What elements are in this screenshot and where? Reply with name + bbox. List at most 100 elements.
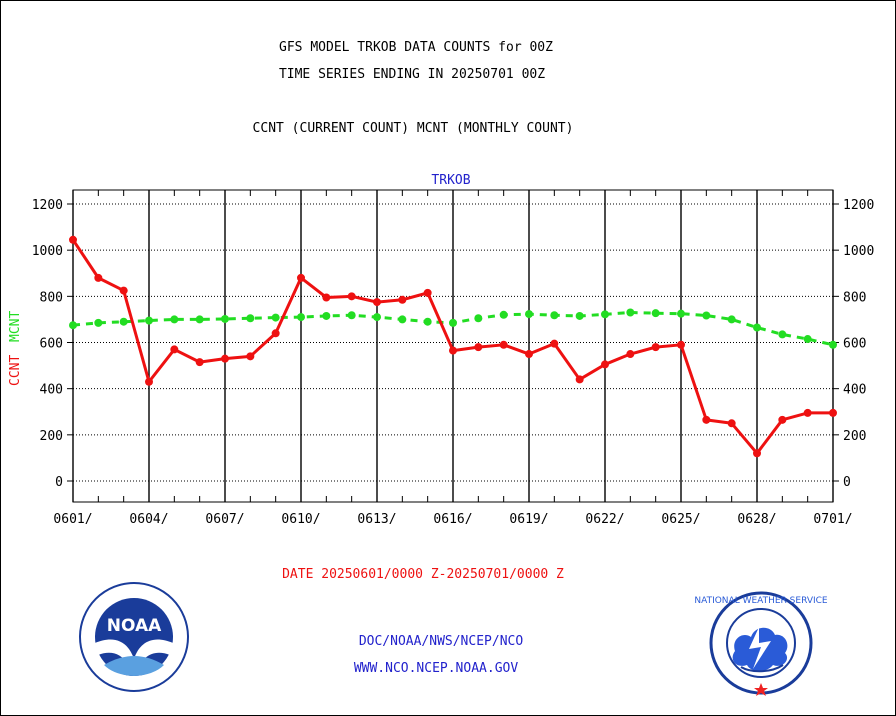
panel-label: TRKOB: [431, 173, 470, 188]
data-point-mcnt: [398, 315, 407, 324]
data-point-mcnt: [702, 311, 711, 320]
y-tick-label-right: 0: [843, 475, 851, 490]
data-point-mcnt: [651, 309, 660, 318]
data-point-ccnt: [94, 273, 103, 282]
data-point-ccnt: [525, 350, 533, 359]
noaa-logo: NOAA: [79, 582, 189, 692]
chart-subtitle: CCNT (CURRENT COUNT) MCNT (MONTHLY COUNT…: [253, 121, 574, 136]
x-tick-label: 0601/: [53, 512, 92, 527]
data-point-mcnt: [347, 311, 356, 320]
data-point-mcnt: [626, 308, 635, 317]
data-point-ccnt: [651, 343, 660, 352]
data-point-mcnt: [423, 317, 432, 326]
data-point-ccnt: [829, 408, 837, 417]
y-axis-label-ccnt: CCNT: [8, 355, 23, 386]
data-point-mcnt: [195, 315, 204, 324]
axis-layer: 0 0 200 200 400 400 600 600 800 800 1000 1000 1200 12…: [32, 189, 874, 527]
x-tick-label: 0610/: [281, 512, 320, 527]
data-point-ccnt: [246, 352, 255, 361]
y-tick-label-right: 200: [843, 429, 866, 444]
chart-title-line2: TIME SERIES ENDING IN 20250701 00Z: [279, 67, 545, 82]
data-point-ccnt: [753, 449, 761, 458]
data-point-ccnt: [373, 298, 381, 307]
data-point-mcnt: [727, 315, 736, 324]
y-axis-label-mcnt: MCNT: [8, 311, 23, 342]
data-point-mcnt: [297, 313, 305, 322]
data-point-mcnt: [322, 311, 331, 320]
data-point-mcnt: [246, 314, 255, 323]
data-point-mcnt: [499, 310, 508, 319]
data-point-ccnt: [221, 354, 229, 363]
data-point-mcnt: [170, 315, 179, 324]
org-path-label: DOC/NOAA/NWS/NCEP/NCO: [359, 634, 524, 649]
y-tick-label-left: 800: [40, 290, 63, 305]
nws-logo: NATIONAL WEATHER SERVICE: [694, 591, 828, 696]
data-point-mcnt: [221, 314, 229, 323]
data-point-mcnt: [677, 309, 685, 318]
data-point-mcnt: [449, 318, 457, 327]
data-point-ccnt: [727, 419, 736, 428]
y-tick-label-left: 1000: [32, 244, 63, 259]
y-tick-label-right: 600: [843, 337, 866, 352]
y-tick-label-right: 1200: [843, 198, 874, 213]
data-point-ccnt: [626, 350, 635, 359]
data-point-mcnt: [575, 311, 584, 320]
data-point-ccnt: [499, 340, 508, 349]
data-point-ccnt: [550, 339, 559, 348]
data-point-ccnt: [297, 273, 305, 282]
data-point-ccnt: [322, 293, 331, 302]
data-point-mcnt: [803, 335, 812, 344]
data-point-mcnt: [601, 310, 609, 319]
y-tick-label-right: 1000: [843, 244, 874, 259]
data-point-ccnt: [778, 415, 787, 424]
series-layer: [69, 235, 837, 458]
data-point-mcnt: [271, 313, 280, 322]
x-tick-label: 0701/: [813, 512, 852, 527]
data-point-mcnt: [69, 321, 77, 330]
data-point-mcnt: [474, 314, 483, 323]
data-point-ccnt: [803, 408, 812, 417]
data-point-ccnt: [449, 346, 457, 355]
x-tick-label: 0604/: [129, 512, 168, 527]
data-point-ccnt: [575, 375, 584, 384]
nws-logo-text: NATIONAL WEATHER SERVICE: [694, 596, 828, 606]
y-tick-label-right: 800: [843, 290, 866, 305]
x-tick-label: 0613/: [357, 512, 396, 527]
data-point-mcnt: [525, 310, 533, 319]
y-tick-label-left: 0: [55, 475, 63, 490]
data-point-mcnt: [778, 330, 787, 339]
y-tick-label-left: 400: [40, 383, 63, 398]
data-point-mcnt: [145, 316, 153, 325]
x-tick-label: 0628/: [737, 512, 776, 527]
x-tick-label: 0622/: [585, 512, 624, 527]
x-tick-label: 0616/: [433, 512, 472, 527]
website-link[interactable]: WWW.NCO.NCEP.NOAA.GOV: [354, 661, 519, 676]
y-tick-label-left: 1200: [32, 198, 63, 213]
data-point-ccnt: [69, 235, 77, 244]
noaa-logo-text: NOAA: [107, 616, 162, 636]
x-tick-label: 0625/: [661, 512, 700, 527]
data-point-ccnt: [271, 329, 280, 338]
data-point-mcnt: [550, 311, 559, 320]
data-point-mcnt: [373, 313, 381, 322]
data-point-ccnt: [423, 288, 432, 297]
data-point-ccnt: [702, 415, 711, 424]
data-point-mcnt: [94, 318, 103, 327]
chart-title-line1: GFS MODEL TRKOB DATA COUNTS for 00Z: [279, 40, 553, 55]
data-point-mcnt: [119, 317, 128, 326]
data-point-ccnt: [474, 343, 483, 352]
data-point-ccnt: [145, 377, 153, 386]
x-tick-label: 0607/: [205, 512, 244, 527]
data-point-ccnt: [398, 295, 407, 304]
data-point-ccnt: [677, 340, 685, 349]
data-point-ccnt: [601, 360, 609, 369]
data-point-ccnt: [119, 286, 128, 295]
y-tick-label-right: 400: [843, 383, 866, 398]
data-point-ccnt: [195, 358, 204, 367]
y-tick-label-left: 600: [40, 337, 63, 352]
date-range-label: DATE 20250601/0000 Z-20250701/0000 Z: [282, 567, 564, 582]
x-tick-label: 0619/: [509, 512, 548, 527]
data-point-ccnt: [170, 345, 179, 354]
y-tick-label-left: 200: [40, 429, 63, 444]
